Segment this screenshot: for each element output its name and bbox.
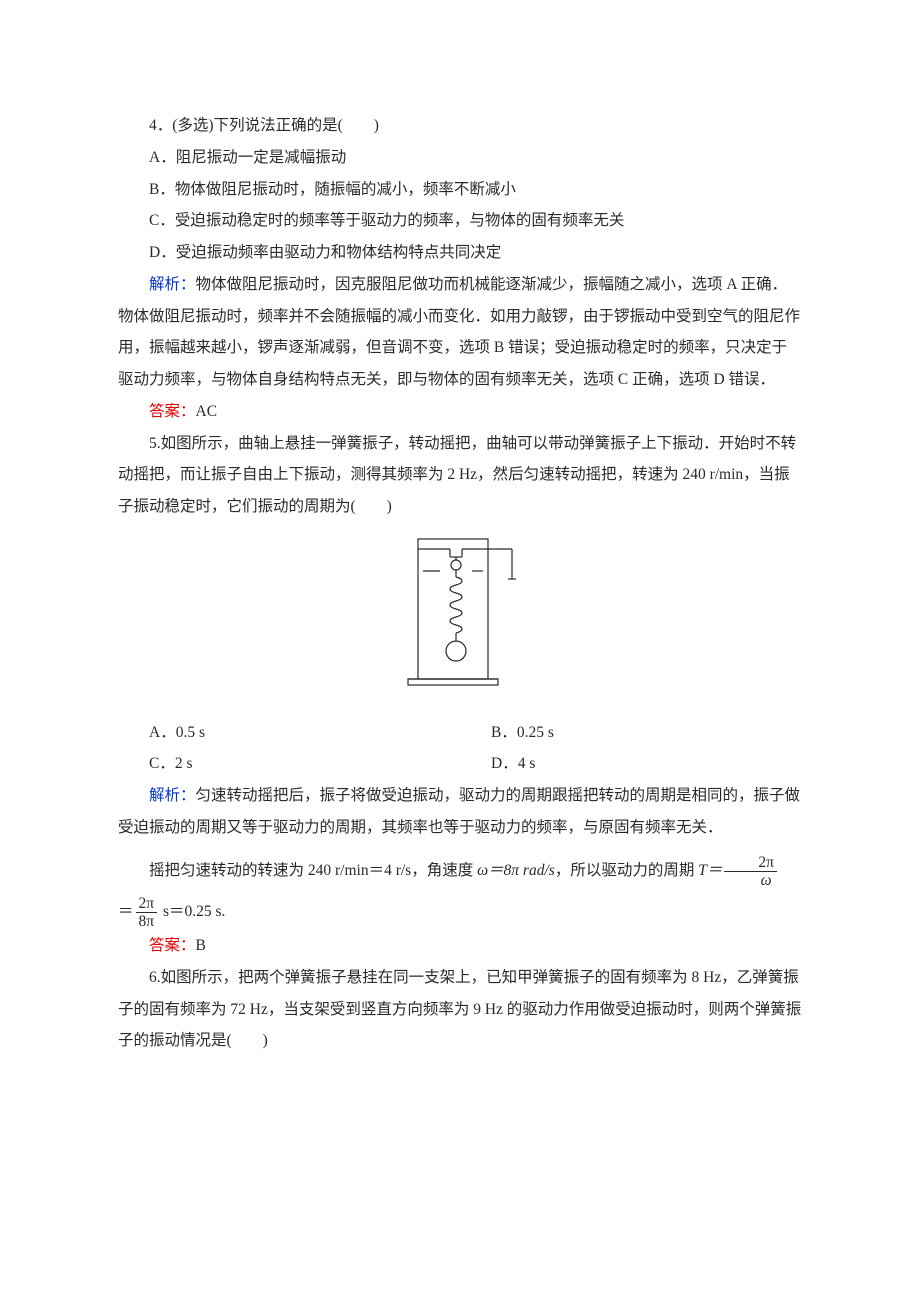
- q4-analysis-text: 物体做阻尼振动时，因克服阻尼做功而机械能逐渐减少，振幅随之减小，选项 A 正确．…: [118, 276, 800, 388]
- analysis-label: 解析：: [149, 276, 196, 293]
- frac2-den: 8π: [136, 913, 158, 930]
- q5-row-ab: A．0.5 s B．0.25 s: [118, 717, 802, 749]
- q5-figure: [118, 531, 802, 713]
- so-text: ，所以驱动力的周期: [555, 862, 698, 879]
- q4-stem: 4．(多选)下列说法正确的是( ): [118, 110, 802, 142]
- q5-equation-line1: 摇把匀速转动的转速为 240 r/min＝4 r/s，角速度 ω＝8π rad/…: [118, 854, 802, 889]
- q4-answer: 答案：AC: [118, 396, 802, 428]
- q4-option-c: C．受迫振动稳定时的频率等于驱动力的频率，与物体的固有频率无关: [118, 205, 802, 237]
- q4-answer-text: AC: [196, 403, 218, 420]
- q5-answer: 答案：B: [118, 930, 802, 962]
- q6-stem: 6.如图所示，把两个弹簧振子悬挂在同一支架上，已知甲弹簧振子的固有频率为 8 H…: [118, 962, 802, 1057]
- q4-option-d: D．受迫振动频率由驱动力和物体结构特点共同决定: [118, 237, 802, 269]
- answer-label: 答案：: [149, 937, 196, 954]
- eq-intro: 摇把匀速转动的转速为 240 r/min＝4 r/s，角速度: [149, 862, 477, 879]
- q4-option-b: B．物体做阻尼振动时，随振幅的减小，频率不断减小: [118, 174, 802, 206]
- q5-row-cd: C．2 s D．4 s: [118, 748, 802, 780]
- crankshaft-oscillator-icon: [390, 531, 530, 701]
- q5-option-d: D．4 s: [460, 748, 802, 780]
- q5-option-b: B．0.25 s: [460, 717, 802, 749]
- T-eq: T＝: [698, 862, 722, 879]
- q4-analysis: 解析：物体做阻尼振动时，因克服阻尼做功而机械能逐渐减少，振幅随之减小，选项 A …: [118, 269, 802, 396]
- q5-option-c: C．2 s: [118, 748, 460, 780]
- q5-analysis-text: 匀速转动摇把后，振子将做受迫振动，驱动力的周期跟摇把转动的周期是相同的，振子做受…: [118, 787, 800, 836]
- frac1-num: 2π: [724, 854, 777, 872]
- omega-expr: ω＝8π rad/s: [477, 862, 555, 879]
- eq-tail: s＝0.25 s.: [159, 903, 225, 920]
- analysis-label: 解析：: [149, 787, 196, 804]
- frac2-num: 2π: [136, 895, 158, 913]
- eq-mid: ＝: [118, 903, 134, 920]
- q5-option-a: A．0.5 s: [118, 717, 460, 749]
- frac-2pi-over-omega: 2πω: [724, 854, 777, 889]
- frac1-den: ω: [724, 872, 777, 889]
- q4-option-a: A．阻尼振动一定是减幅振动: [118, 142, 802, 174]
- q5-equation-line2: ＝2π8π s＝0.25 s.: [118, 895, 802, 930]
- answer-label: 答案：: [149, 403, 196, 420]
- q5-answer-text: B: [196, 937, 206, 954]
- frac-2pi-over-8pi: 2π8π: [136, 895, 158, 930]
- q5-stem: 5.如图所示，曲轴上悬挂一弹簧振子，转动摇把，曲轴可以带动弹簧振子上下振动．开始…: [118, 428, 802, 523]
- q5-analysis: 解析：匀速转动摇把后，振子将做受迫振动，驱动力的周期跟摇把转动的周期是相同的，振…: [118, 780, 802, 844]
